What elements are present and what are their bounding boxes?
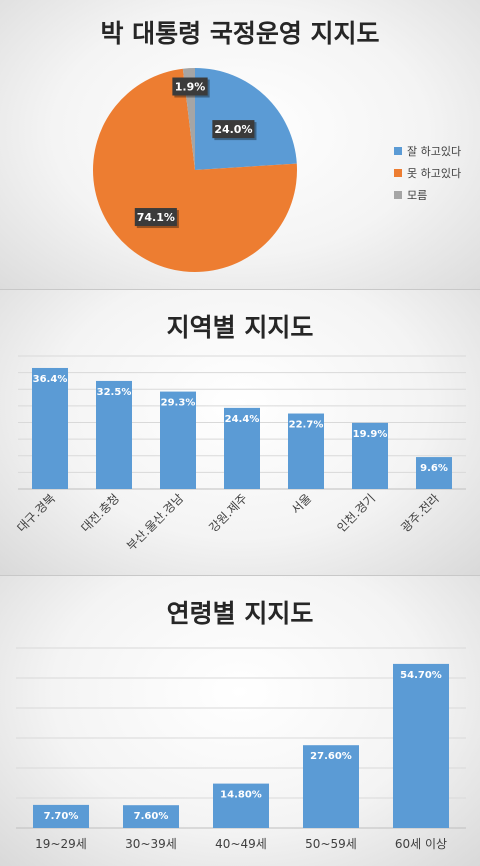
pie-data-label: 1.9%: [172, 77, 210, 98]
age-panel: 연령별 지지도 7.70% 19~29세 7.60% 30~39세 14.80% 40~4…: [0, 576, 480, 866]
bar: [288, 413, 324, 489]
pie-data-label: 24.0%: [212, 120, 257, 141]
region-bar-chart: 36.4% 대구.경북 32.5% 대전.충청 29.3% 부산.울산.경남 24.4% 강원…: [14, 355, 466, 553]
data-label-text: 1.9%: [175, 80, 206, 93]
bar: [352, 422, 388, 489]
bar: [123, 805, 179, 828]
legend-swatch: [394, 191, 402, 199]
bar-data-label: 27.60%: [310, 751, 352, 762]
category-label: 대전.충청: [78, 491, 122, 535]
data-label-text: 24.0%: [214, 123, 252, 136]
bar-data-label: 7.60%: [134, 811, 169, 822]
legend-swatch: [394, 147, 402, 155]
category-label: 부산.울산.경남: [124, 491, 186, 553]
pie-data-label: 74.1%: [134, 208, 179, 229]
legend-label: 못 하고있다: [407, 167, 462, 180]
legend-label: 모름: [407, 189, 428, 202]
pie-chart-title: 박 대통령 국정운영 지지도: [100, 19, 380, 48]
category-label: 60세 이상: [395, 837, 447, 851]
bar-data-label: 7.70%: [44, 811, 79, 822]
bar-data-label: 14.80%: [220, 790, 262, 801]
pie-legend: 잘 하고있다 못 하고있다 모름: [394, 140, 461, 206]
data-label-box: [212, 120, 255, 139]
bar-data-label: 32.5%: [97, 387, 132, 398]
category-label: 광주.전라: [398, 491, 442, 535]
legend-swatch: [394, 169, 402, 177]
category-label: 50~59세: [305, 837, 357, 851]
bar-data-label: 19.9%: [353, 429, 388, 440]
pie-panel: 박 대통령 국정운영 지지도 24.0% 74.1% 1.9% 잘 하고있다 못 하…: [0, 0, 480, 290]
category-label: 40~49세: [215, 837, 267, 851]
bar: [224, 407, 260, 489]
category-label: 30~39세: [125, 837, 177, 851]
data-label-box: [172, 77, 208, 96]
age-bar-chart: 7.70% 19~29세 7.60% 30~39세 14.80% 40~49세 27.60%…: [16, 647, 466, 851]
legend-item-unknown: 모름: [394, 184, 461, 206]
bar-data-label: 9.6%: [420, 463, 448, 474]
pie-slice-good: [195, 68, 297, 170]
category-label: 대구.경북: [14, 491, 58, 535]
bar: [32, 367, 68, 489]
data-label-text: 74.1%: [137, 211, 175, 224]
legend-item-good: 잘 하고있다: [394, 140, 461, 162]
region-chart-title: 지역별 지지도: [166, 313, 314, 342]
bar-data-label: 24.4%: [225, 414, 260, 425]
age-chart-title: 연령별 지지도: [166, 599, 314, 628]
bar: [96, 380, 132, 489]
bar: [393, 663, 449, 828]
bar-data-label: 36.4%: [33, 374, 68, 385]
legend-item-bad: 못 하고있다: [394, 162, 461, 184]
bar: [160, 391, 196, 489]
legend-label: 잘 하고있다: [407, 145, 462, 158]
bar: [213, 783, 269, 828]
category-label: 강원.제주: [206, 491, 250, 535]
region-panel: 지역별 지지도 36.4% 대구.경북 32.5% 대전.충청 29.3% 부산.울산.경…: [0, 290, 480, 576]
data-label-box: [134, 208, 177, 227]
bar-data-label: 29.3%: [161, 398, 196, 409]
category-label: 인천.경기: [334, 491, 379, 536]
bar: [416, 457, 452, 489]
pie-chart: 24.0% 74.1% 1.9%: [93, 68, 297, 273]
category-label: 서울: [289, 491, 315, 517]
category-label: 19~29세: [35, 837, 87, 851]
bar: [33, 804, 89, 828]
bar-data-label: 22.7%: [289, 420, 324, 431]
bar: [303, 745, 359, 828]
bar-data-label: 54.70%: [400, 670, 442, 681]
